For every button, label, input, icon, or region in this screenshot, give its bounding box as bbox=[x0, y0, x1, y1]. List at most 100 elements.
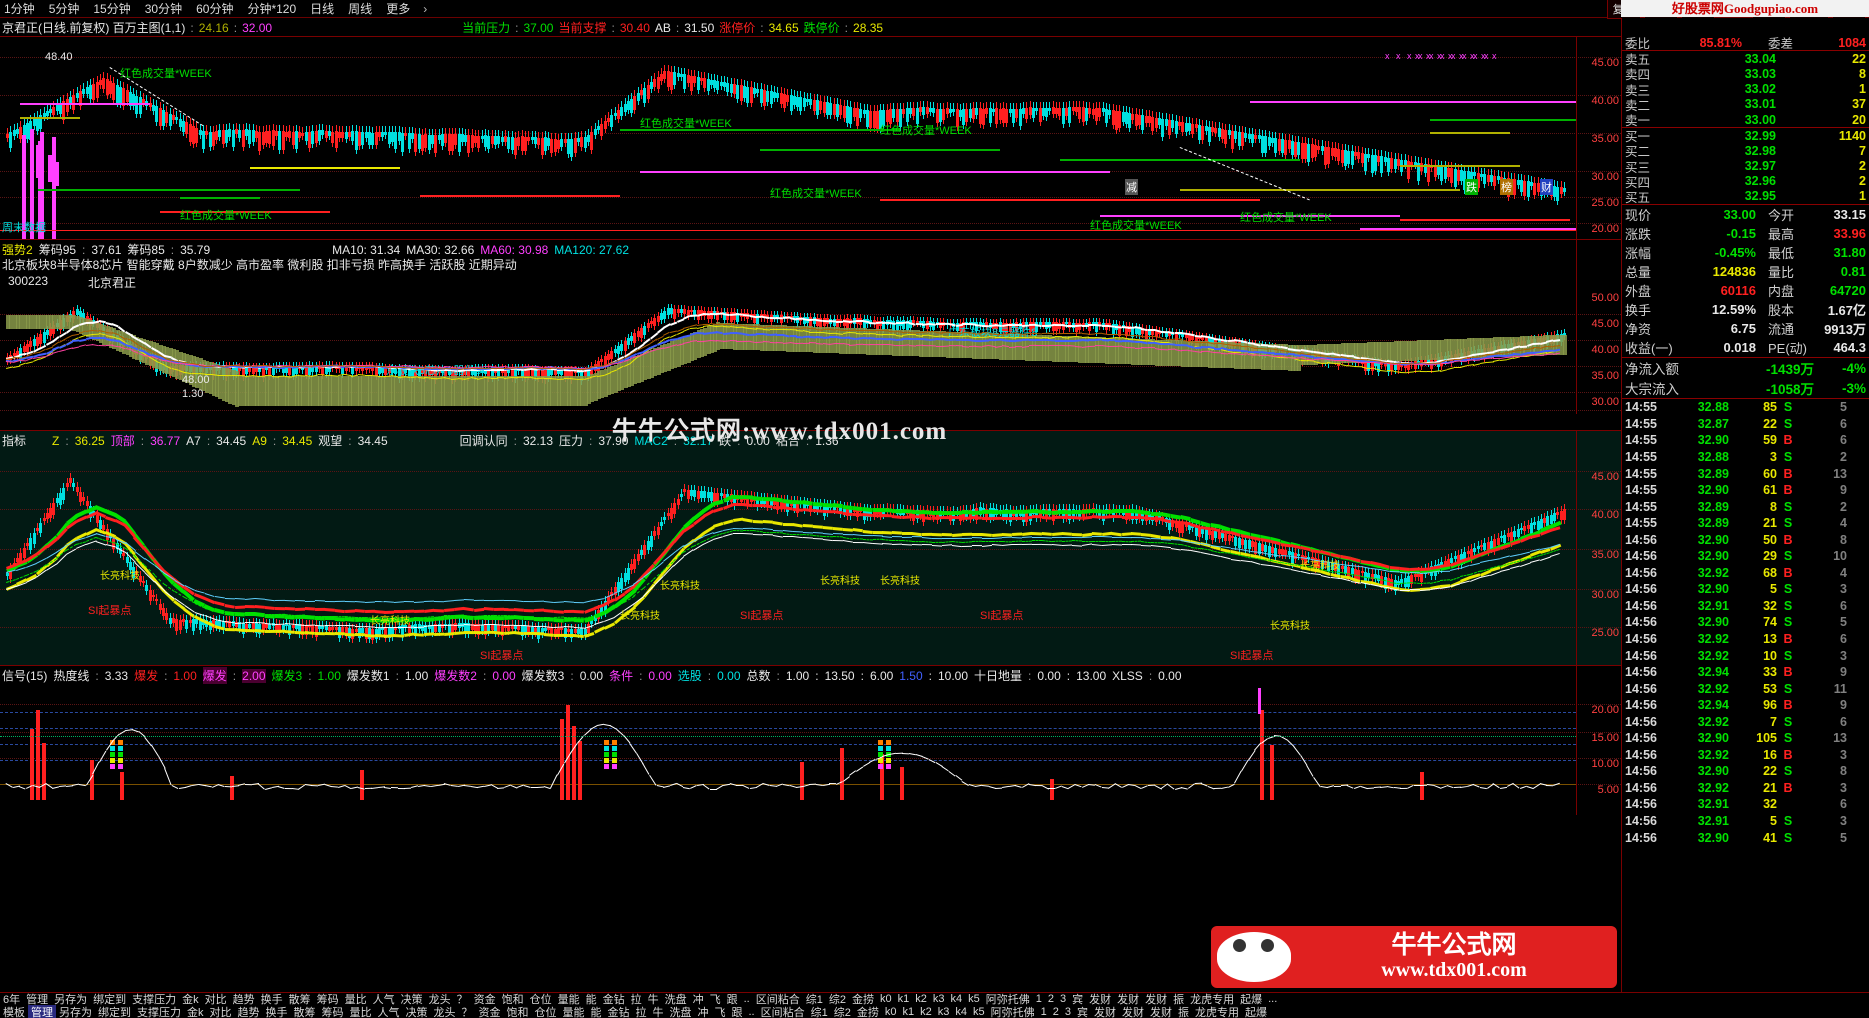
volume-annotation: 红色成交量*WEEK bbox=[880, 125, 972, 137]
cloud-band bbox=[699, 329, 704, 358]
pane-volume-canvas[interactable]: 红色成交量*WEEK 红色成交量*WEEK 红色成交量*WEEK 红色成交量*WEEK… bbox=[0, 37, 1621, 239]
candle-body bbox=[507, 624, 511, 632]
candle-body bbox=[855, 108, 859, 126]
candle-body bbox=[245, 129, 249, 136]
candle-body bbox=[464, 134, 468, 143]
menu-item-4[interactable]: 60分钟 bbox=[196, 2, 234, 16]
candle-body bbox=[610, 351, 614, 360]
candle-body bbox=[1370, 360, 1374, 371]
note-48: 48.00 bbox=[182, 374, 210, 386]
moving-average-line bbox=[1407, 371, 1414, 374]
cloud-band bbox=[1343, 343, 1348, 364]
candle-body bbox=[560, 369, 564, 376]
candle-body bbox=[1197, 125, 1201, 141]
menu-item-3[interactable]: 30分钟 bbox=[144, 2, 183, 16]
candle-body bbox=[1191, 123, 1195, 134]
cloud-band bbox=[766, 324, 771, 351]
axis-tick: 45.00 bbox=[1591, 57, 1619, 69]
chart-pane-volume[interactable]: 红色成交量*WEEK 红色成交量*WEEK 红色成交量*WEEK 红色成交量*WEEK… bbox=[0, 36, 1621, 239]
candle-body bbox=[543, 137, 547, 151]
candle-body bbox=[583, 371, 587, 377]
cloud-band bbox=[381, 375, 386, 406]
menu-item-5[interactable]: 分钟*120 bbox=[247, 2, 297, 16]
cloud-band bbox=[387, 375, 392, 406]
volume-annotation: 红色成交量*WEEK bbox=[180, 210, 272, 222]
moving-average-line bbox=[1108, 333, 1115, 335]
moving-average-line bbox=[577, 368, 584, 370]
chart-pane-indicator[interactable]: 指标 Z: 36.25 顶部: 36.77 A7: 34.45 A9: 34.4… bbox=[0, 430, 1621, 665]
candle-body bbox=[935, 108, 939, 124]
moving-average-line bbox=[948, 335, 956, 338]
indicator-ribbon bbox=[354, 617, 365, 623]
candle-body bbox=[401, 625, 405, 637]
candle-body bbox=[301, 366, 305, 371]
menu-item-2[interactable]: 15分钟 bbox=[93, 2, 131, 16]
candle-body bbox=[288, 366, 292, 375]
candle-body bbox=[1008, 108, 1012, 114]
menu-item-1[interactable]: 5分钟 bbox=[48, 2, 80, 16]
cloud-band bbox=[746, 324, 751, 350]
chart-mark-badge[interactable]: 减 bbox=[1125, 179, 1138, 195]
candle-body bbox=[467, 622, 471, 634]
support-resistance-line bbox=[640, 171, 1110, 173]
cloud-band bbox=[497, 375, 502, 406]
indicator-ribbon bbox=[732, 494, 744, 500]
candle-body bbox=[1393, 158, 1397, 170]
top-menu-bar[interactable]: 1分钟 5分钟 15分钟 30分钟 60分钟 分钟*120 日线 周线 更多 › bbox=[0, 0, 1869, 18]
moving-average-line bbox=[909, 337, 916, 340]
cloud-band bbox=[709, 324, 714, 353]
candle-body bbox=[384, 131, 388, 135]
candle-body bbox=[922, 106, 926, 115]
cloud-band bbox=[440, 375, 445, 406]
cloud-band bbox=[1440, 339, 1445, 360]
candle-body bbox=[1556, 186, 1560, 202]
chart-mark-badge[interactable]: 跌 bbox=[1465, 179, 1478, 195]
candle-body bbox=[487, 367, 491, 378]
candle-body bbox=[331, 626, 335, 630]
candle-body bbox=[49, 508, 53, 518]
chart-mark-badge[interactable]: 财 bbox=[1540, 179, 1553, 195]
menu-item-0[interactable]: 1分钟 bbox=[4, 2, 35, 16]
cloud-band bbox=[1002, 333, 1006, 360]
cloud-band bbox=[606, 367, 611, 396]
chart-pane-main[interactable]: 强势2 筹码95 : 37.61 筹码85 : 35.79 MA10: 31.3… bbox=[0, 239, 1621, 414]
cloud-band bbox=[1177, 340, 1182, 367]
candle-body bbox=[255, 623, 258, 634]
indicator-ribbon bbox=[254, 605, 265, 610]
support-value: 30.40 bbox=[619, 20, 650, 35]
chart-mark-badge[interactable]: 榜 bbox=[1500, 179, 1513, 195]
candle-body bbox=[361, 628, 365, 633]
indicator-ribbon bbox=[324, 616, 335, 621]
indicator-ribbon bbox=[742, 518, 753, 523]
pane-indicator-canvas[interactable]: SI起暴点 SI起暴点 SI起暴点 SI起暴点 SI起暴点 长亮科技 长亮科技 长亮科技 长亮科… bbox=[0, 447, 1621, 665]
cloud-band bbox=[626, 359, 631, 388]
axis-tick: 40.00 bbox=[1591, 344, 1619, 356]
candle-body bbox=[95, 515, 99, 524]
menu-item-7[interactable]: 周线 bbox=[348, 2, 373, 16]
candle-body bbox=[736, 84, 740, 100]
menu-item-8[interactable]: 更多 bbox=[386, 2, 411, 16]
indicator-ribbon bbox=[752, 495, 763, 501]
moving-average-line bbox=[782, 326, 790, 328]
moving-average-line bbox=[284, 375, 292, 378]
cloud-band bbox=[972, 332, 977, 359]
cloud-band bbox=[839, 327, 844, 354]
candle-body bbox=[596, 126, 600, 131]
candle-body bbox=[195, 127, 199, 143]
candle-body bbox=[630, 563, 634, 570]
cloud-band bbox=[600, 370, 605, 399]
chevron-right-icon[interactable]: › bbox=[423, 1, 428, 16]
candle-body bbox=[464, 623, 468, 634]
cloud-band bbox=[480, 375, 485, 406]
volume-annotation: 红色成交量*WEEK bbox=[1090, 220, 1182, 232]
candle-body bbox=[1284, 139, 1288, 156]
candle-body bbox=[9, 132, 13, 149]
candle-body bbox=[1476, 172, 1480, 188]
candle-body bbox=[666, 71, 670, 88]
pane-main-canvas[interactable] bbox=[0, 288, 1621, 414]
menu-item-6[interactable]: 日线 bbox=[310, 2, 335, 16]
candle-body bbox=[746, 86, 750, 104]
candle-body bbox=[1221, 129, 1225, 140]
cloud-band bbox=[1543, 335, 1548, 356]
indicator-ribbon bbox=[354, 633, 365, 637]
